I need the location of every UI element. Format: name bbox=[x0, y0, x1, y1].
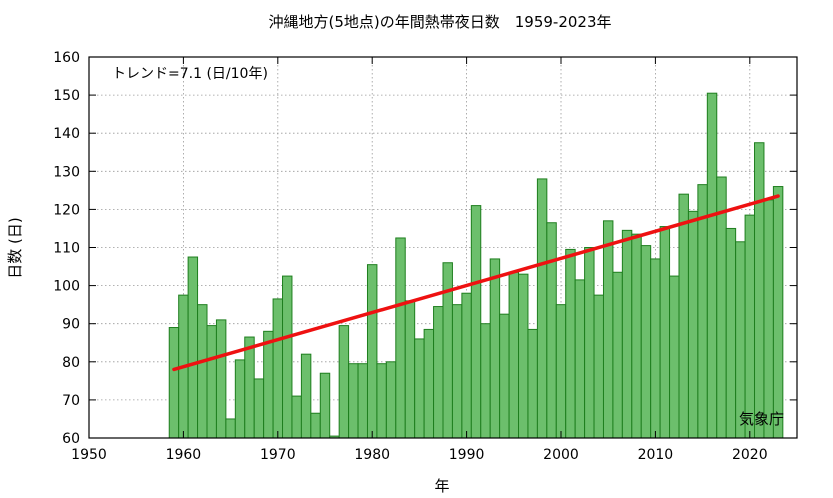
bar bbox=[234, 359, 246, 439]
bar bbox=[687, 210, 699, 439]
bar bbox=[461, 292, 472, 439]
bar bbox=[678, 193, 689, 439]
bar bbox=[763, 199, 774, 439]
bar bbox=[593, 294, 604, 439]
x-ticks: 1950 1960 1970 1980 1990 2000 2010 2020 bbox=[71, 57, 768, 463]
x-tick-label: 2020 bbox=[732, 447, 768, 463]
bar bbox=[480, 323, 491, 439]
y-tick-label: 110 bbox=[53, 241, 80, 257]
bar bbox=[404, 300, 416, 439]
x-tick-label: 2000 bbox=[543, 447, 579, 463]
bar bbox=[499, 313, 510, 439]
bar bbox=[319, 372, 331, 439]
x-tick-label: 1980 bbox=[354, 447, 390, 463]
bar bbox=[263, 330, 274, 439]
bar bbox=[621, 229, 633, 439]
bar bbox=[716, 176, 727, 439]
bar bbox=[754, 142, 765, 439]
bar bbox=[197, 304, 208, 439]
y-tick-label: 160 bbox=[53, 50, 80, 66]
bar bbox=[555, 304, 567, 439]
bar bbox=[565, 248, 576, 439]
bar bbox=[282, 275, 293, 439]
bar bbox=[669, 275, 680, 439]
y-tick-label: 120 bbox=[53, 202, 80, 218]
y-tick-label: 130 bbox=[53, 164, 80, 180]
bar bbox=[527, 328, 538, 439]
chart-title: 沖縄地方(5地点)の年間熱帯夜日数 1959-2023年 bbox=[268, 13, 611, 31]
bar bbox=[640, 245, 652, 439]
bar bbox=[584, 247, 595, 439]
trend-line bbox=[172, 194, 780, 372]
bar bbox=[697, 184, 708, 439]
trend-annotation: トレンド=7.1 (日/10年) bbox=[112, 66, 268, 82]
bar bbox=[423, 328, 435, 439]
bar bbox=[744, 214, 756, 439]
bar bbox=[338, 325, 350, 439]
bar bbox=[602, 220, 614, 439]
bar bbox=[725, 227, 737, 439]
y-tick-label: 150 bbox=[53, 88, 80, 104]
bar bbox=[735, 241, 746, 439]
y-tick-label: 70 bbox=[62, 393, 80, 409]
bars bbox=[168, 92, 784, 439]
bar bbox=[612, 271, 623, 439]
x-axis-label: 年 bbox=[434, 477, 449, 495]
bar bbox=[385, 361, 397, 439]
bar bbox=[508, 271, 520, 439]
y-axis-label: 日数 (日) bbox=[6, 217, 24, 278]
bar bbox=[659, 226, 671, 439]
x-tick-label: 1950 bbox=[71, 447, 107, 463]
bar bbox=[376, 363, 387, 439]
bar bbox=[772, 186, 784, 439]
bar bbox=[433, 306, 444, 439]
bar bbox=[168, 327, 180, 439]
y-tick-label: 140 bbox=[53, 126, 80, 142]
bar bbox=[215, 319, 227, 439]
bar bbox=[451, 304, 463, 439]
bar bbox=[470, 205, 482, 439]
bar bbox=[187, 256, 199, 439]
x-tick-label: 1970 bbox=[260, 447, 296, 463]
bar bbox=[366, 264, 378, 439]
y-ticks: 60 70 80 90 100 110 120 130 140 150 160 bbox=[53, 50, 797, 447]
source-label: 気象庁 bbox=[739, 410, 784, 428]
bar bbox=[244, 336, 255, 439]
bar bbox=[546, 222, 557, 439]
bar bbox=[395, 237, 406, 439]
bar bbox=[631, 233, 642, 439]
bar bbox=[489, 258, 501, 439]
x-tick-label: 2010 bbox=[638, 447, 674, 463]
bar bbox=[518, 273, 529, 439]
bar bbox=[574, 279, 586, 439]
bar bbox=[357, 363, 368, 439]
bar bbox=[253, 378, 265, 439]
x-tick-label: 1990 bbox=[449, 447, 485, 463]
y-tick-label: 90 bbox=[62, 317, 80, 333]
bar bbox=[414, 338, 425, 439]
y-tick-label: 80 bbox=[62, 355, 80, 371]
bar bbox=[300, 353, 312, 439]
bar bbox=[291, 395, 302, 439]
bar bbox=[272, 298, 284, 439]
bar bbox=[225, 418, 236, 439]
bar bbox=[348, 363, 359, 439]
y-tick-label: 60 bbox=[62, 431, 80, 447]
x-tick-label: 1960 bbox=[166, 447, 202, 463]
bar bbox=[206, 325, 217, 439]
bar bbox=[706, 92, 718, 439]
bar bbox=[536, 178, 548, 439]
trend-group bbox=[172, 194, 780, 372]
bar bbox=[310, 412, 321, 439]
y-tick-label: 100 bbox=[53, 279, 80, 295]
bar bbox=[650, 258, 661, 439]
